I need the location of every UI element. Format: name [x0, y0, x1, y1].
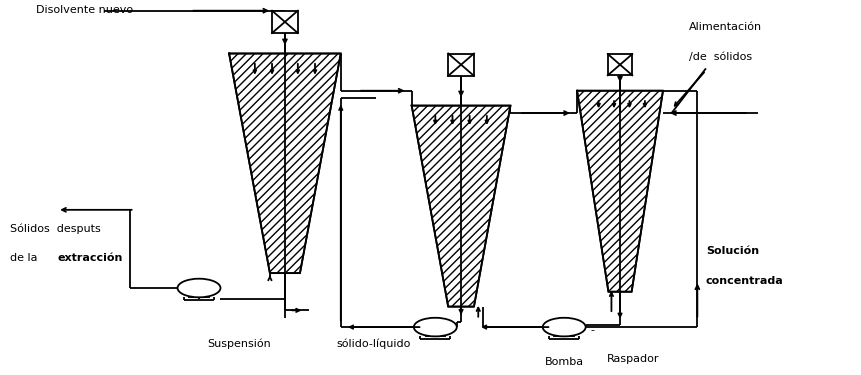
Text: sólido-líquido: sólido-líquido	[336, 339, 411, 349]
Polygon shape	[576, 91, 662, 292]
Bar	[448, 54, 474, 76]
Text: -: -	[589, 325, 593, 335]
Circle shape	[413, 318, 456, 336]
Text: extracción: extracción	[57, 253, 122, 263]
Text: concentrada: concentrada	[705, 276, 783, 285]
Bar	[607, 54, 631, 75]
Polygon shape	[229, 54, 340, 273]
Circle shape	[542, 318, 585, 336]
Text: /de  sólidos: /de sólidos	[688, 52, 751, 62]
Polygon shape	[412, 106, 510, 307]
Circle shape	[177, 279, 220, 297]
Text: Alimentación: Alimentación	[688, 22, 761, 33]
Bar	[272, 11, 297, 33]
Text: Sólidos  desputs: Sólidos desputs	[10, 223, 101, 234]
Text: Disolvente nuevo: Disolvente nuevo	[35, 4, 133, 15]
Text: Solución: Solución	[705, 246, 759, 256]
Text: Raspador: Raspador	[606, 354, 659, 364]
Text: Bomba: Bomba	[544, 357, 583, 368]
Text: de la: de la	[10, 253, 41, 263]
Text: Suspensión: Suspensión	[208, 339, 271, 349]
